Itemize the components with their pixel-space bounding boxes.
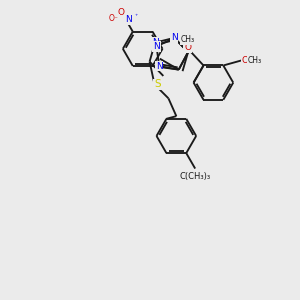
Text: S: S bbox=[154, 80, 161, 89]
Text: N: N bbox=[171, 33, 178, 42]
Text: ⁺: ⁺ bbox=[134, 14, 137, 19]
Text: O⁻: O⁻ bbox=[109, 14, 119, 23]
Text: C(CH₃)₃: C(CH₃)₃ bbox=[180, 172, 211, 181]
Text: N: N bbox=[125, 15, 132, 24]
Text: CH₃: CH₃ bbox=[248, 56, 262, 65]
Text: O: O bbox=[117, 8, 124, 17]
Text: CH₃: CH₃ bbox=[181, 35, 195, 44]
Text: O: O bbox=[184, 43, 191, 52]
Text: N: N bbox=[152, 38, 158, 47]
Text: N: N bbox=[156, 61, 163, 70]
Text: N: N bbox=[153, 42, 160, 51]
Text: O: O bbox=[242, 56, 249, 65]
